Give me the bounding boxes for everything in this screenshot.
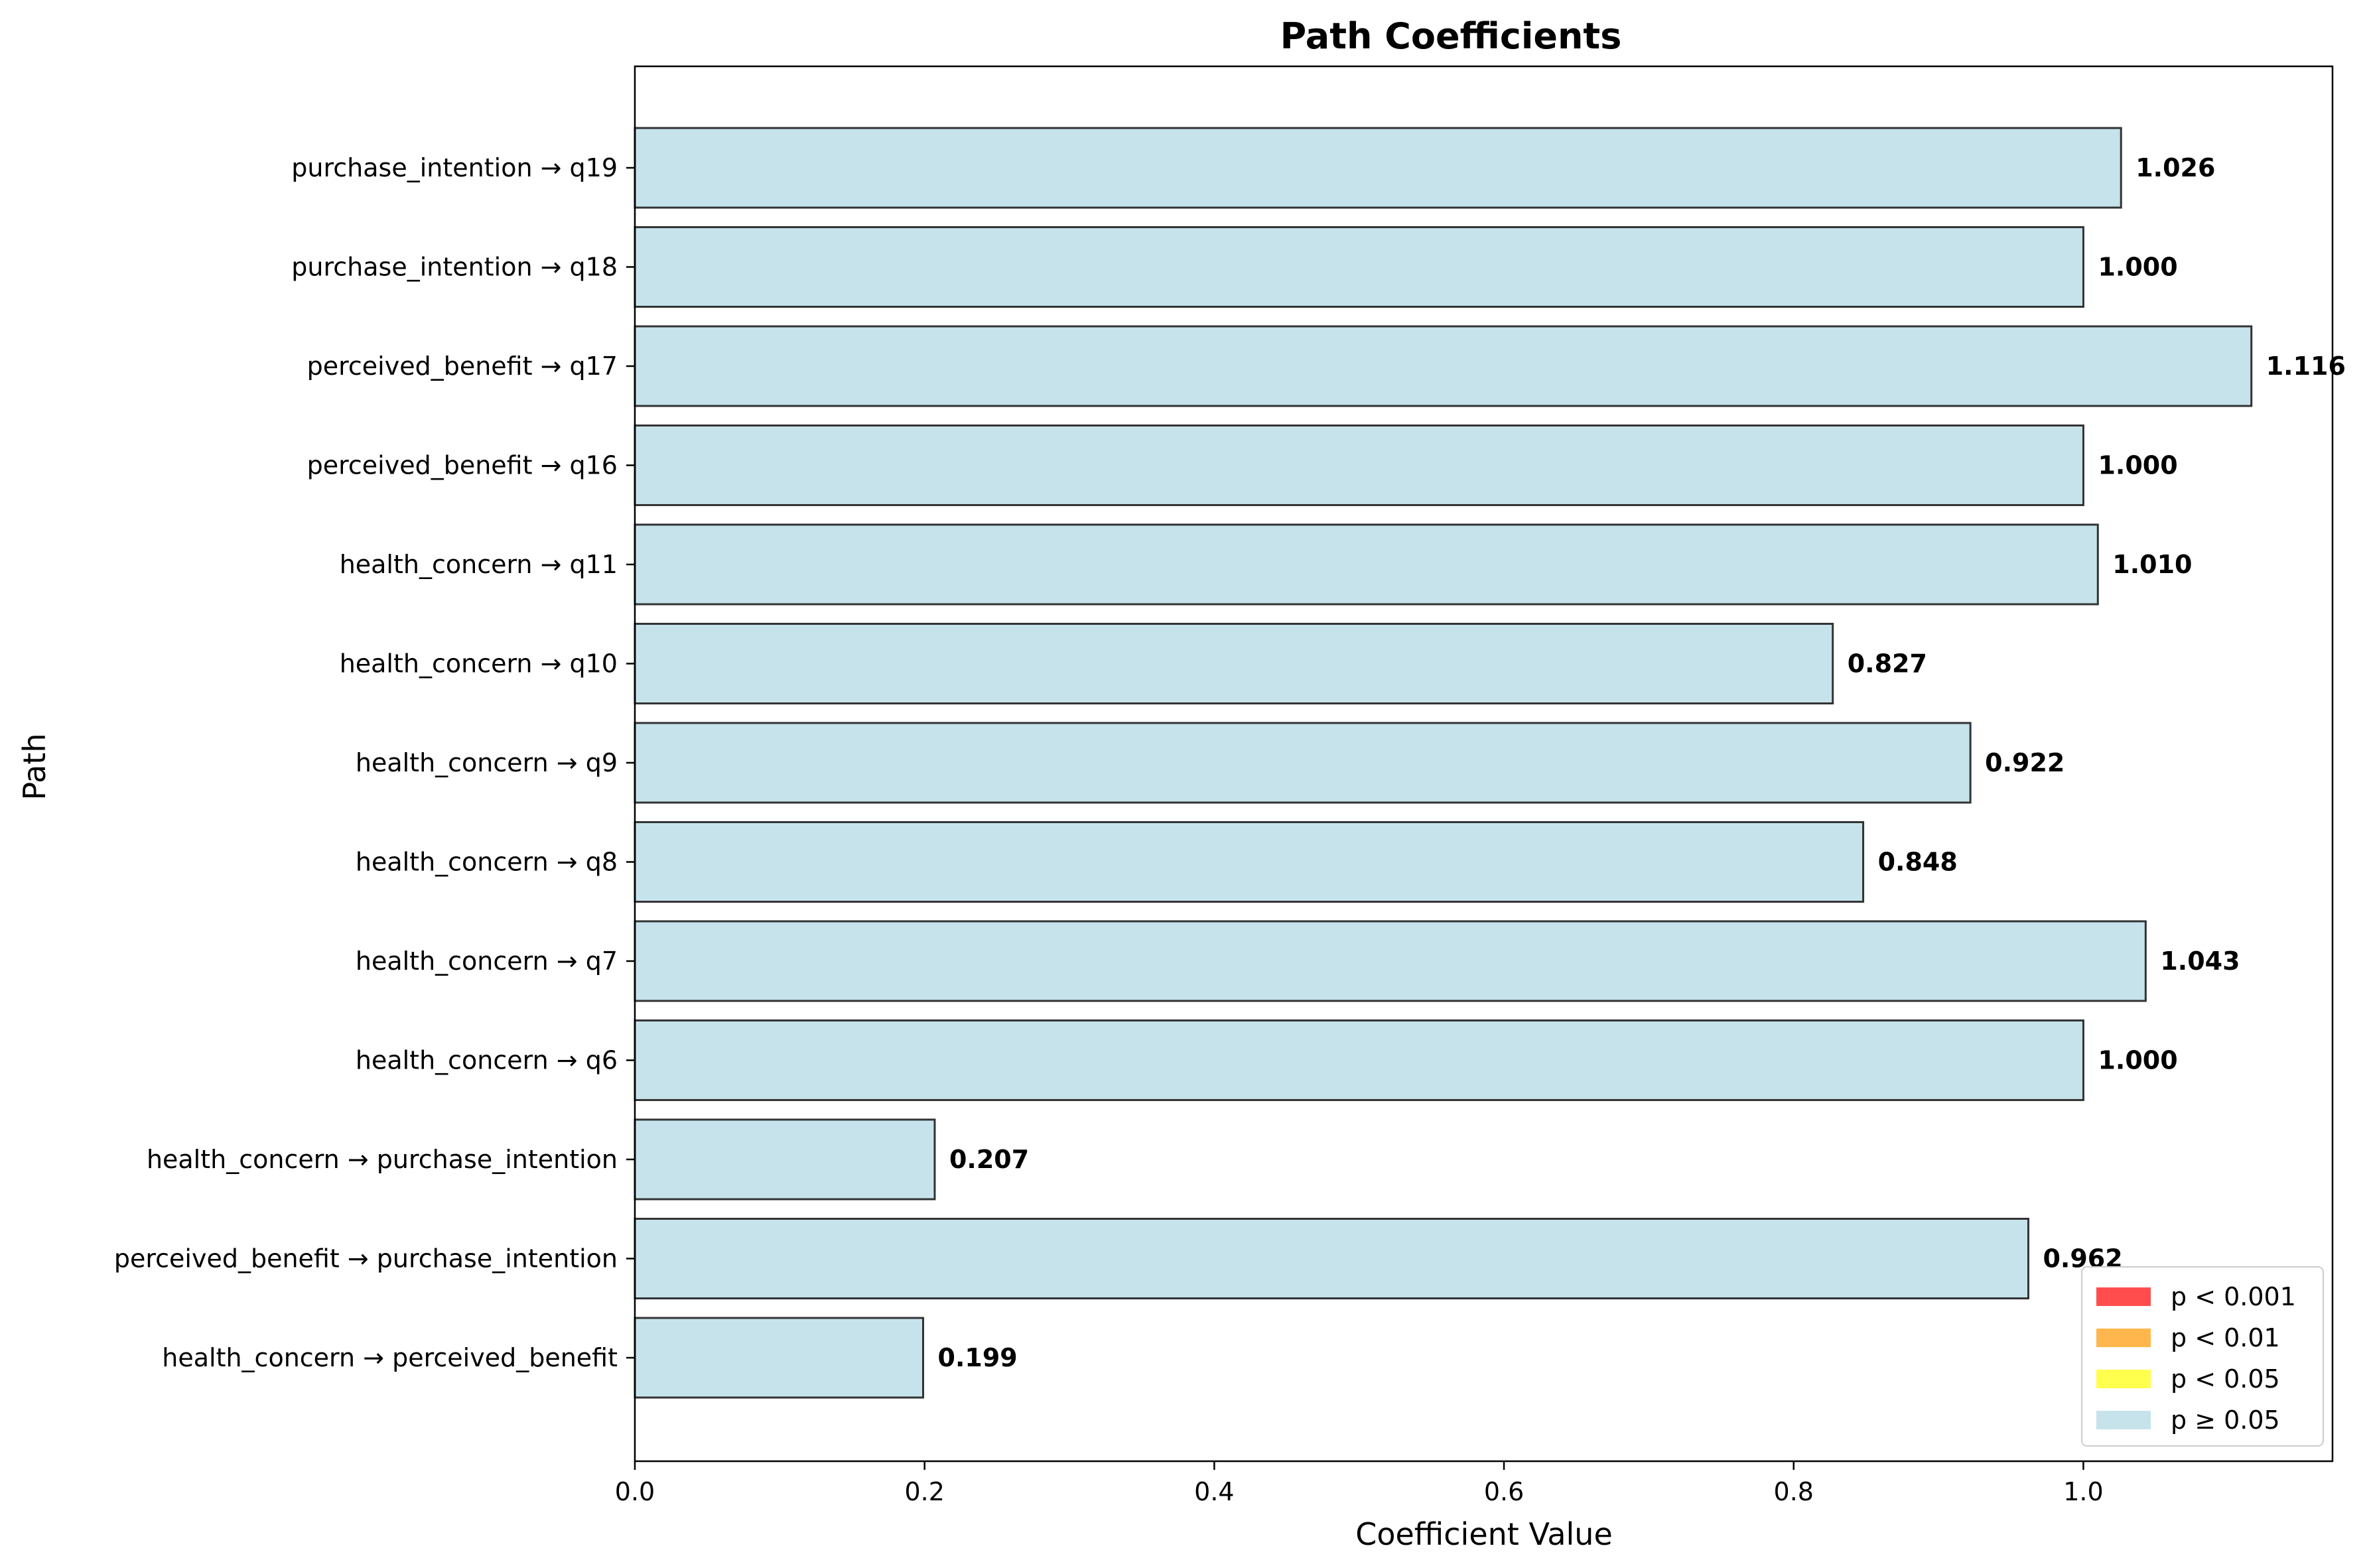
bar-value-label: 0.827 [1848, 649, 1927, 679]
chart-title: Path Coefficients [1280, 15, 1622, 57]
plot-frame [634, 65, 2334, 1463]
legend-frame [2081, 1266, 2324, 1447]
bar [634, 1218, 2029, 1299]
bar-value-label: 0.922 [1985, 748, 2064, 777]
y-tick-label: health_concern → q10 [340, 649, 618, 679]
bar-value-label: 1.000 [2098, 451, 2177, 480]
bars-layer [634, 127, 2253, 1399]
value-labels-layer: 0.1990.9620.2071.0001.0430.8480.9220.827… [938, 153, 2346, 1372]
legend-entry-label: p < 0.01 [2171, 1323, 2280, 1352]
bar-value-label: 1.000 [2098, 1046, 2177, 1075]
bar-value-label: 0.848 [1878, 848, 1958, 877]
bar [634, 623, 1834, 704]
legend-swatch [2096, 1287, 2151, 1306]
legend-entry-label: p < 0.001 [2171, 1282, 2296, 1311]
y-tick-label: health_concern → purchase_intention [147, 1145, 618, 1174]
x-axis-ticks: 0.0 0.2 0.4 0.6 0.8 1.0 [615, 1461, 2104, 1506]
legend-entry-label: p ≥ 0.05 [2171, 1405, 2280, 1435]
x-tick-label: 0.8 [1774, 1477, 1814, 1506]
bar [634, 523, 2099, 606]
x-tick-label: 1.0 [2063, 1477, 2103, 1506]
legend-swatch [2096, 1370, 2151, 1388]
bar [634, 1118, 936, 1201]
y-tick-label: health_concern → q11 [340, 550, 618, 579]
y-tick-label: health_concern → q7 [356, 947, 618, 976]
y-tick-label: health_concern → q8 [356, 848, 618, 877]
y-tick-label: health_concern → q6 [356, 1046, 618, 1075]
bar [634, 1317, 925, 1399]
legend-entry-label: p < 0.05 [2171, 1364, 2280, 1394]
bar [634, 425, 2084, 506]
y-axis-label: Path [17, 733, 52, 800]
x-tick-label: 0.6 [1484, 1477, 1524, 1506]
bar [634, 920, 2147, 1002]
bar-value-label: 0.199 [938, 1343, 1018, 1372]
legend: p < 0.001 p < 0.01 p < 0.05 p ≥ 0.05 [2081, 1266, 2324, 1447]
bar-value-label: 0.207 [949, 1145, 1029, 1174]
x-tick-label: 0.0 [615, 1477, 655, 1506]
bar-value-label: 1.010 [2112, 550, 2192, 579]
y-tick-label: perceived_benefit → q17 [307, 352, 618, 381]
y-tick-label: purchase_intention → q18 [291, 253, 618, 282]
y-axis-ticks: health_concern → perceived_benefit percei… [114, 153, 635, 1372]
x-tick-label: 0.2 [904, 1477, 944, 1506]
y-tick-label: perceived_benefit → q16 [307, 451, 618, 480]
bar-value-label: 1.116 [2266, 352, 2346, 381]
bar-value-label: 1.000 [2098, 253, 2177, 282]
legend-entries: p < 0.001 p < 0.01 p < 0.05 p ≥ 0.05 [2096, 1282, 2296, 1435]
legend-swatch [2096, 1411, 2151, 1429]
bar-value-label: 1.043 [2160, 947, 2240, 976]
bar-value-label: 1.026 [2135, 153, 2215, 182]
bar [634, 226, 2084, 308]
bar [634, 1019, 2084, 1101]
x-tick-label: 0.4 [1194, 1477, 1234, 1506]
bar [634, 821, 1865, 903]
y-tick-label: health_concern → perceived_benefit [162, 1343, 618, 1372]
bar [634, 325, 2253, 407]
x-axis-label: Coefficient Value [1355, 1516, 1613, 1552]
y-tick-label: health_concern → q9 [356, 748, 618, 777]
bar [634, 722, 1972, 804]
y-tick-label: perceived_benefit → purchase_intention [114, 1244, 618, 1274]
bar [634, 127, 2122, 209]
legend-swatch [2096, 1329, 2151, 1347]
y-tick-label: purchase_intention → q19 [291, 153, 618, 182]
